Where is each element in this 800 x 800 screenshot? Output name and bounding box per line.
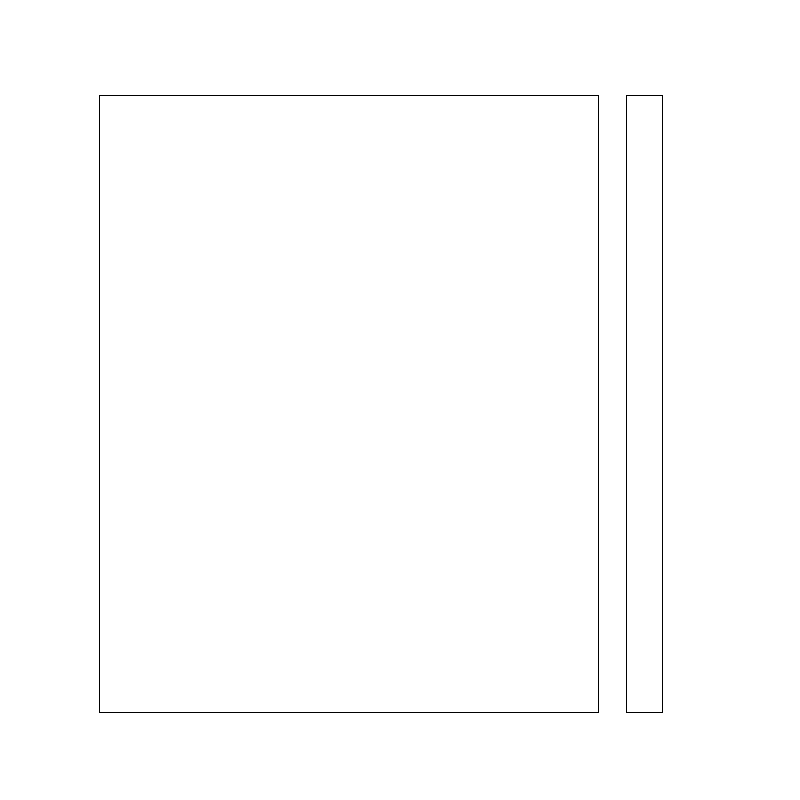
spectrogram-heatmap [100, 96, 598, 712]
spectrogram-plot-area [99, 95, 599, 713]
colorbar-gradient [627, 96, 662, 712]
colorbar [626, 95, 663, 713]
